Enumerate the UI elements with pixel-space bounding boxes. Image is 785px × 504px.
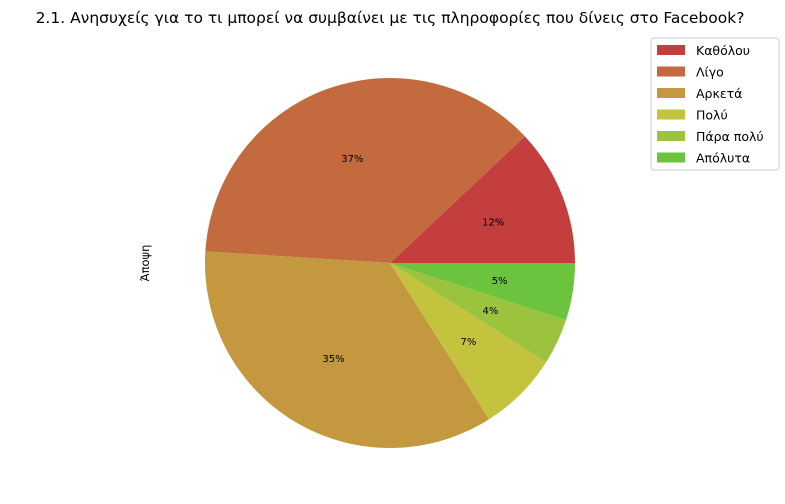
pie-percent-label: 35% [322, 354, 344, 365]
chart-title: 2.1. Ανησυχείς για το τι μπορεί να συμβα… [36, 9, 745, 27]
pie-slice-πολύ [390, 263, 547, 420]
legend-swatch [657, 131, 685, 141]
legend: Καθόλου Λίγο Αρκετά Πολύ Πάρα πολύ Απόλυτα [650, 37, 780, 171]
pie-percent-label: 4% [482, 306, 498, 317]
pie-percent-label: 5% [492, 276, 508, 287]
pie-percent-label: 7% [461, 337, 477, 348]
pie-percent-label: 12% [482, 218, 504, 229]
pie-slice-πάρα-πολύ [390, 263, 566, 363]
legend-label: Λίγο [696, 65, 724, 80]
legend-label: Απόλυτα [696, 151, 750, 166]
legend-swatch [657, 109, 685, 120]
pie-slice-λίγο [205, 78, 525, 263]
pie-slice-καθόλου [390, 136, 575, 263]
legend-swatch [657, 152, 685, 163]
legend-label: Καθόλου [696, 43, 750, 58]
legend-swatch [657, 66, 685, 77]
pie-slice-αρκετά [205, 251, 490, 448]
legend-swatch [657, 88, 685, 98]
legend-swatch [657, 45, 685, 55]
pie-slice-απόλυτα [390, 263, 575, 321]
pie-slices [205, 78, 575, 448]
pie-percent-label: 37% [341, 154, 363, 165]
legend-label: Αρκετά [696, 86, 742, 101]
legend-label: Πάρα πολύ [696, 129, 764, 144]
pie-percent-labels: 12% 37% 35% 7% 4% 5% [322, 154, 507, 365]
y-axis-label: Άποψη [138, 245, 152, 282]
legend-label: Πολύ [696, 108, 728, 123]
